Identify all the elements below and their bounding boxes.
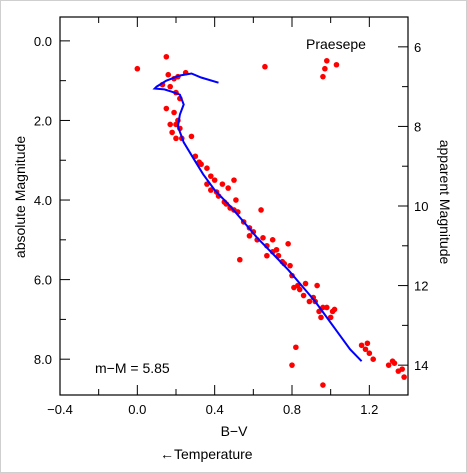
star-point [225, 185, 231, 191]
star-point [302, 280, 309, 287]
y-tick-label-left: 2.0 [34, 113, 52, 128]
star-point [246, 233, 253, 239]
star-point [324, 304, 330, 311]
y-tick-label-left: 4.0 [34, 193, 52, 208]
x-tick-label: 0.4 [206, 402, 224, 417]
star-point [260, 235, 266, 241]
star-point [331, 306, 338, 313]
y-tick-label-right: 14 [414, 358, 428, 373]
x-tick-label: 0.8 [283, 402, 301, 417]
star-point [287, 262, 293, 269]
star-point [231, 177, 237, 183]
star-point [318, 314, 324, 321]
x-axis-label: B−V [221, 423, 249, 439]
temperature-label: ←Temperature [160, 446, 253, 462]
y-axis-label-right: apparent Magnitude [437, 140, 453, 265]
star-point [385, 362, 392, 368]
star-point [237, 256, 243, 263]
isochrone-line [152, 72, 363, 362]
star-point [134, 65, 141, 72]
x-tick-label: 0.0 [128, 402, 146, 417]
star-point [233, 197, 239, 203]
star-point [219, 181, 226, 187]
star-point [211, 177, 218, 183]
star-point [364, 340, 371, 347]
star-point [289, 362, 295, 368]
star-point [322, 65, 328, 72]
star-point [333, 61, 340, 68]
star-point [208, 173, 214, 179]
star-point [262, 63, 268, 70]
x-tick-labels: −0.4 0.0 0.4 0.8 1.2 [47, 402, 378, 417]
star-point [208, 187, 214, 193]
y-tick-label-right: 8 [414, 119, 421, 134]
star-point [273, 246, 280, 253]
star-point [198, 161, 204, 168]
star-point [366, 350, 373, 357]
star-point [300, 292, 307, 299]
star-point [188, 133, 195, 140]
star-point [258, 207, 264, 213]
y-tick-label-left: 6.0 [34, 273, 52, 288]
x-tick-label: 1.2 [360, 402, 378, 417]
star-points [134, 53, 407, 388]
star-point [320, 73, 326, 80]
y-tick-labels-right: 6 8 10 12 14 [414, 40, 428, 373]
star-point [171, 109, 177, 116]
star-point [320, 382, 326, 388]
star-point [362, 346, 369, 353]
y-tick-label-right: 12 [414, 279, 428, 294]
star-point [324, 57, 330, 64]
star-point [358, 342, 365, 349]
y-axis-label-left: absolute Magnitude [12, 136, 28, 258]
x-tick-label: −0.4 [47, 402, 73, 417]
y-tick-label-right: 6 [414, 40, 421, 55]
plot-area [59, 16, 409, 396]
star-point [370, 356, 377, 362]
star-point [173, 135, 179, 142]
y-tick-label-left: 0.0 [34, 34, 52, 49]
axis-ticks [59, 17, 409, 395]
star-point [169, 129, 175, 136]
star-point [293, 344, 299, 351]
star-point [401, 374, 407, 380]
chart-title: Praesepe [306, 36, 366, 52]
star-point [399, 366, 406, 372]
star-point [167, 121, 173, 128]
star-point [269, 237, 276, 243]
star-point [296, 286, 303, 293]
y-tick-labels-left: 0.0 2.0 4.0 6.0 8.0 [34, 34, 52, 367]
star-point [391, 360, 398, 366]
star-point [306, 298, 313, 305]
star-point [163, 105, 170, 112]
star-point [264, 252, 270, 259]
star-point [285, 241, 291, 247]
star-point [204, 165, 210, 171]
star-point [165, 71, 172, 78]
y-tick-label-right: 10 [414, 199, 428, 214]
star-point [314, 282, 320, 289]
distance-modulus-label: m−M = 5.85 [95, 360, 170, 376]
star-point [327, 314, 334, 321]
star-point [167, 83, 173, 90]
y-tick-label-left: 8.0 [34, 352, 52, 367]
star-point [163, 53, 170, 60]
